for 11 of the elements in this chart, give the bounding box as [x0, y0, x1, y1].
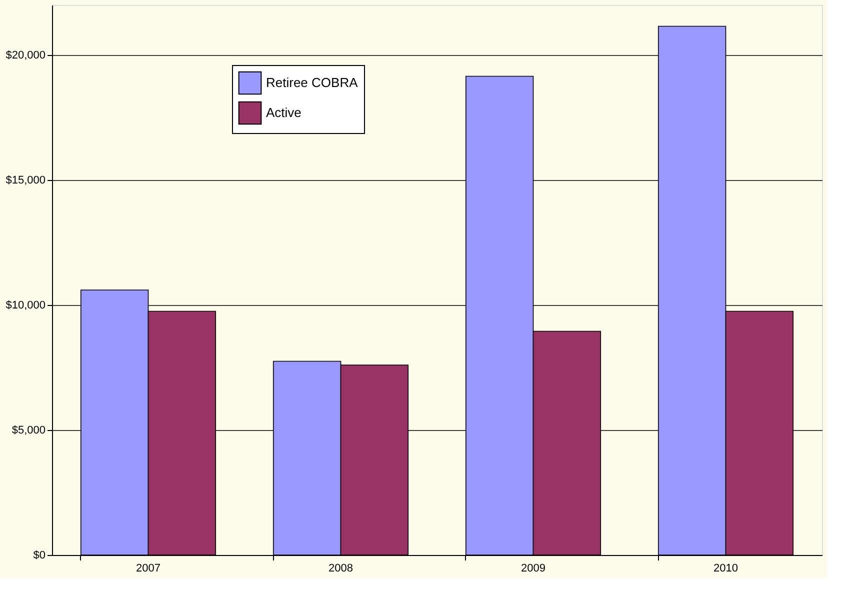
y-tick-label: $20,000	[6, 50, 46, 62]
x-tick-label: 2009	[521, 562, 546, 574]
legend-label: Retiree COBRA	[266, 75, 358, 90]
x-tick-label: 2010	[714, 562, 738, 574]
x-tick-label: 2007	[136, 562, 160, 574]
y-tick-label: $5,000	[12, 424, 46, 436]
legend-label: Active	[266, 105, 302, 120]
y-tick-label: $10,000	[6, 300, 46, 312]
y-tick-label: $0	[33, 550, 46, 562]
x-tick-label: 2008	[328, 562, 353, 574]
y-tick-label: $15,000	[6, 174, 46, 186]
